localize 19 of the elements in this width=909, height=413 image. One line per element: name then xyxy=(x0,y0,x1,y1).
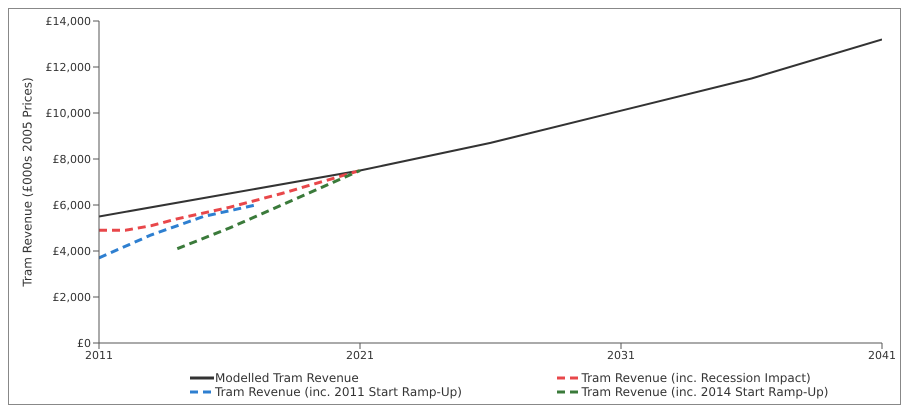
legend-label: Modelled Tram Revenue xyxy=(215,371,359,385)
x-tick-label: 2031 xyxy=(607,348,635,362)
line-series xyxy=(176,169,362,250)
legend-label: Tram Revenue (inc. 2014 Start Ramp-Up) xyxy=(582,385,828,399)
y-tick-label: £2,000 xyxy=(52,290,91,304)
y-tick-label: £6,000 xyxy=(52,198,91,212)
line-series xyxy=(99,38,882,218)
y-tick-label: £12,000 xyxy=(46,60,91,74)
y-axis-title: Tram Revenue (£000s 2005 Prices) xyxy=(20,77,34,288)
y-tick-label: £8,000 xyxy=(52,152,91,166)
legend-label: Tram Revenue (inc. Recession Impact) xyxy=(582,371,811,385)
x-tick-label: 2041 xyxy=(868,348,896,362)
x-tick-label: 2021 xyxy=(346,348,374,362)
y-tick-label: £14,000 xyxy=(46,14,91,28)
y-tick-label: £0 xyxy=(77,336,91,350)
legend-label: Tram Revenue (inc. 2011 Start Ramp-Up) xyxy=(215,385,462,399)
x-tick-label: 2011 xyxy=(85,348,113,362)
y-tick-label: £4,000 xyxy=(52,244,91,258)
y-tick-label: £10,000 xyxy=(46,106,91,120)
